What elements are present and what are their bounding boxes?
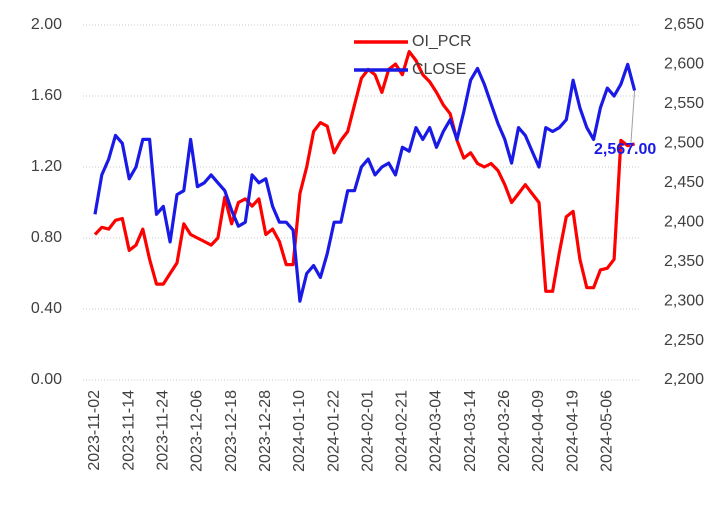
y-tick-label: 0.80 [31,229,62,246]
y2-tick-label: 2,550 [664,95,704,112]
y-tick-label: 0.00 [31,371,62,388]
y2-tick-label: 2,250 [664,332,704,349]
y2-tick-label: 2,400 [664,213,704,230]
annotation: 2,567.00 [594,141,656,158]
series-line [93,62,637,303]
y2-tick-label: 2,300 [664,292,704,309]
x-tick-label: 2023-11-02 [86,390,103,471]
x-tick-label: 2024-02-21 [394,390,411,472]
y2-tick-label: 2,600 [664,56,704,73]
y2-tick-label: 2,350 [664,253,704,270]
legend-label: OI_PCR [412,33,472,50]
y-tick-label: 1.20 [31,158,62,175]
x-tick-label: 2024-04-09 [530,390,547,472]
y2-tick-label: 2,500 [664,135,704,152]
y2-tick-label: 2,200 [664,371,704,388]
y-tick-label: 1.60 [31,87,62,104]
x-tick-label: 2023-12-06 [189,390,206,472]
x-tick-label: 2023-11-24 [155,390,172,471]
legend-label: CLOSE [412,61,466,78]
y-tick-label: 2.00 [31,16,62,33]
x-tick-label: 2024-01-22 [325,390,342,472]
x-tick-label: 2024-03-04 [428,390,445,472]
y2-tick-label: 2,450 [664,174,704,191]
x-tick-label: 2024-04-19 [564,390,581,472]
x-tick-label: 2024-05-06 [598,390,615,472]
x-tick-label: 2024-03-26 [496,390,513,472]
y2-tick-label: 2,650 [664,16,704,33]
series-line [93,49,636,293]
x-tick-label: 2023-12-18 [223,390,240,472]
y-tick-label: 0.40 [31,300,62,317]
annotation-leader [630,90,636,149]
x-tick-label: 2023-12-28 [257,390,274,472]
x-tick-label: 2024-01-10 [291,390,308,472]
x-tick-label: 2024-02-01 [359,390,376,472]
x-tick-label: 2023-11-14 [120,390,137,471]
x-tick-label: 2024-03-14 [462,390,479,472]
